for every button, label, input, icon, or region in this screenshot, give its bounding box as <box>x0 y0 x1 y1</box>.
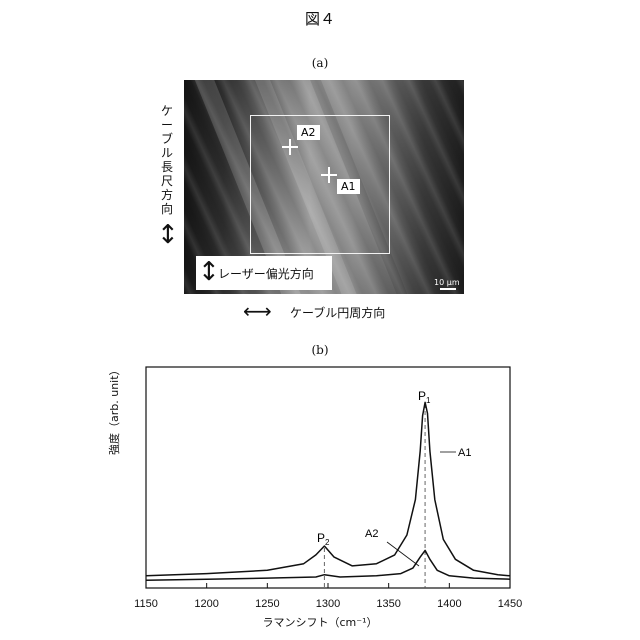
a2-leader-line <box>387 542 419 566</box>
plot-frame <box>146 367 510 588</box>
x-tick-label: 1450 <box>498 598 522 610</box>
x-tick-label: 1400 <box>437 598 461 610</box>
x-tick-label: 1150 <box>134 598 158 610</box>
x-ticks <box>146 583 510 588</box>
peak-p2-letter: P <box>317 531 325 545</box>
x-tick-label: 1250 <box>255 598 279 610</box>
x-tick-label: 1300 <box>316 598 340 610</box>
peak-p2-label: P2 <box>317 531 330 547</box>
series-lines <box>146 402 510 580</box>
peak-p1-label: P1 <box>418 389 431 405</box>
peak-p1-subscript: 1 <box>426 396 431 405</box>
series-line-a1 <box>146 402 510 575</box>
x-tick-label: 1200 <box>194 598 218 610</box>
series-label-a1: A1 <box>458 447 471 459</box>
x-tick-label: 1350 <box>376 598 400 610</box>
series-line-a2 <box>146 550 510 580</box>
series-label-a2: A2 <box>365 528 378 540</box>
peak-p2-subscript: 2 <box>325 538 330 547</box>
x-axis-label: ラマンシフト（cm⁻¹） <box>0 614 640 630</box>
peak-p1-letter: P <box>418 389 426 403</box>
